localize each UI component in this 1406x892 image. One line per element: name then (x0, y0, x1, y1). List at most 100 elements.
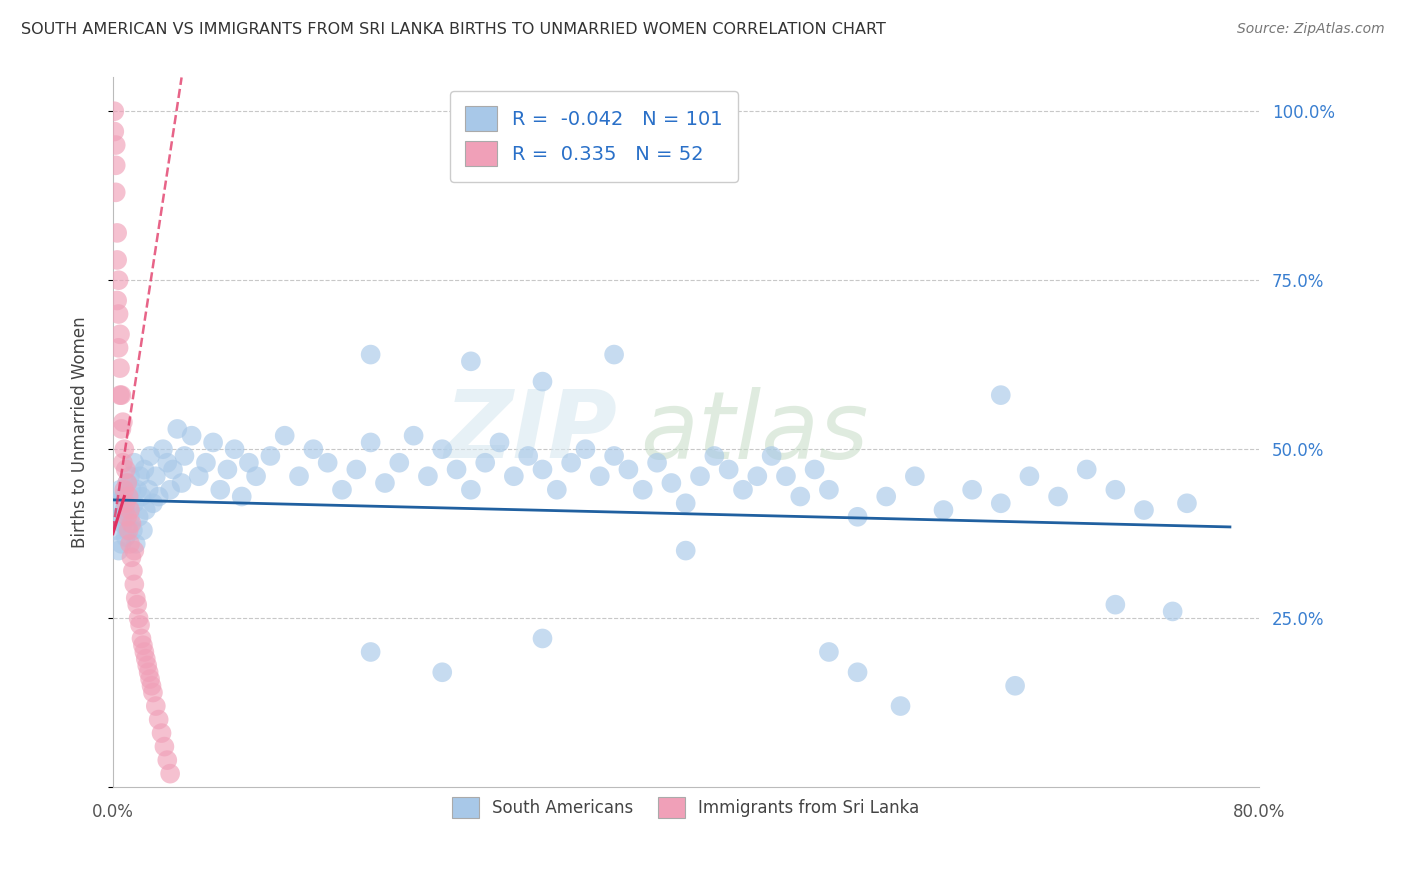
Text: Source: ZipAtlas.com: Source: ZipAtlas.com (1237, 22, 1385, 37)
Point (112, 503, 135, 517)
Point (209, 483, 232, 497)
Point (118, 469, 141, 483)
Point (104, 524, 127, 538)
Point (159, 766, 181, 780)
Point (142, 496, 165, 510)
Point (136, 658, 159, 673)
Point (1133, 503, 1156, 517)
Point (502, 469, 524, 483)
Point (111, 516, 134, 531)
Point (846, 509, 869, 524)
Point (139, 672, 162, 686)
Point (153, 739, 176, 754)
Point (617, 462, 640, 476)
Point (122, 564, 145, 578)
Point (187, 469, 209, 483)
Point (316, 456, 339, 470)
Point (675, 543, 697, 558)
Point (148, 713, 170, 727)
Point (111, 415, 134, 429)
Point (128, 509, 150, 524)
Point (127, 598, 149, 612)
Point (875, 490, 897, 504)
Point (111, 490, 134, 504)
Point (388, 456, 411, 470)
Point (689, 469, 711, 483)
Point (194, 456, 217, 470)
Point (110, 422, 132, 436)
Point (134, 462, 156, 476)
Point (273, 428, 295, 442)
Point (124, 543, 146, 558)
Point (112, 483, 135, 497)
Point (128, 611, 150, 625)
Point (110, 537, 132, 551)
Point (1104, 598, 1126, 612)
Point (531, 632, 554, 646)
Point (145, 699, 167, 714)
Point (125, 537, 148, 551)
Point (135, 651, 157, 665)
Point (138, 665, 160, 680)
Point (1175, 496, 1198, 510)
Point (432, 442, 454, 457)
Point (889, 699, 911, 714)
Point (139, 449, 162, 463)
Point (132, 638, 155, 652)
Point (1047, 490, 1070, 504)
Point (118, 503, 141, 517)
Point (118, 537, 141, 551)
Point (114, 530, 136, 544)
Point (402, 428, 425, 442)
Point (960, 483, 983, 497)
Point (156, 753, 179, 767)
Point (110, 509, 132, 524)
Point (129, 469, 152, 483)
Point (141, 679, 163, 693)
Point (122, 524, 145, 538)
Point (115, 475, 138, 490)
Point (131, 632, 153, 646)
Point (1018, 469, 1040, 483)
Point (460, 354, 482, 368)
Point (747, 469, 769, 483)
Point (703, 449, 725, 463)
Point (108, 327, 131, 342)
Text: atlas: atlas (640, 387, 868, 478)
Point (546, 483, 568, 497)
Point (134, 645, 156, 659)
Point (108, 388, 131, 402)
Point (360, 348, 382, 362)
Point (789, 490, 811, 504)
Point (131, 490, 153, 504)
Point (1076, 462, 1098, 476)
Point (432, 665, 454, 680)
Point (105, 496, 128, 510)
Point (148, 490, 170, 504)
Point (127, 483, 149, 497)
Point (231, 490, 253, 504)
Point (124, 577, 146, 591)
Point (846, 665, 869, 680)
Point (118, 509, 141, 524)
Point (474, 456, 496, 470)
Point (173, 449, 195, 463)
Point (344, 462, 367, 476)
Point (110, 388, 132, 402)
Point (675, 496, 697, 510)
Point (259, 449, 281, 463)
Point (115, 475, 138, 490)
Point (990, 388, 1012, 402)
Point (1004, 679, 1026, 693)
Point (152, 442, 174, 457)
Point (731, 483, 754, 497)
Point (803, 462, 825, 476)
Point (488, 435, 510, 450)
Point (114, 462, 136, 476)
Point (360, 645, 382, 659)
Point (202, 435, 225, 450)
Point (124, 456, 146, 470)
Point (150, 726, 173, 740)
Text: SOUTH AMERICAN VS IMMIGRANTS FROM SRI LANKA BIRTHS TO UNMARRIED WOMEN CORRELATIO: SOUTH AMERICAN VS IMMIGRANTS FROM SRI LA… (21, 22, 886, 37)
Point (170, 475, 193, 490)
